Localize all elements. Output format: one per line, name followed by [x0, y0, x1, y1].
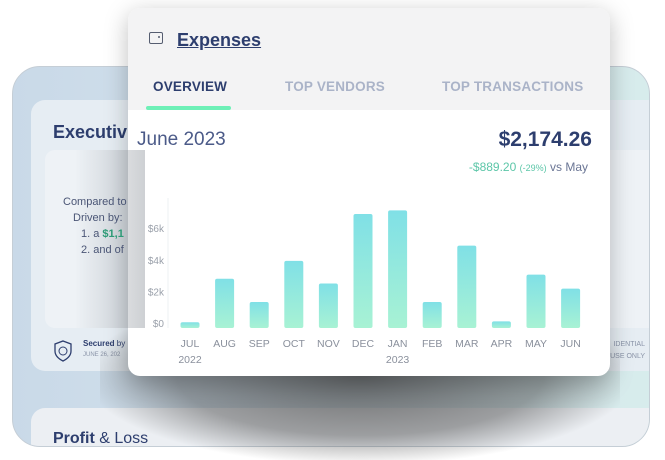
popup-header	[128, 8, 610, 110]
bar-aug[interactable]	[215, 278, 235, 328]
period-label: June 2023	[137, 129, 226, 150]
summary-line: 1. a $1,1	[63, 226, 127, 242]
x-tick-label: MAY	[525, 338, 547, 350]
bar-mar[interactable]	[457, 245, 477, 328]
summary-text: 1. a	[81, 228, 103, 240]
active-tab-indicator	[146, 106, 231, 110]
x-tick-label: JAN	[388, 338, 408, 350]
expenses-bar-chart: $0 $2k $4k $6k JUL 2022 AUG SEP OCT NOV DEC JAN 2023…	[148, 198, 581, 366]
bar-oct[interactable]	[284, 260, 304, 328]
x-tick-label: NOV	[317, 338, 340, 350]
y-tick-label: $0	[153, 319, 165, 330]
bar-feb[interactable]	[422, 301, 442, 328]
x-tick-label: AUG	[213, 338, 236, 350]
secured-date: JUNE 26, 202	[83, 352, 121, 358]
x-tick-label: OCT	[283, 338, 306, 350]
bar-apr[interactable]	[491, 321, 511, 328]
x-tick-label: JUL	[181, 338, 200, 350]
delta-comparison: vs May	[549, 160, 588, 174]
tab-overview[interactable]: OVERVIEW	[153, 79, 228, 94]
y-tick-label: $2k	[148, 287, 165, 298]
x-year-label: 2022	[178, 354, 202, 366]
x-tick-label: JUN	[560, 338, 580, 350]
delta-amount: -$889.20	[468, 160, 517, 174]
x-tick-label: FEB	[422, 338, 442, 350]
total-amount: $2,174.26	[498, 128, 592, 151]
bar-jan[interactable]	[388, 210, 408, 328]
summary-line: 2. and of	[81, 244, 124, 256]
y-tick-label: $4k	[148, 256, 165, 267]
bar-jun[interactable]	[561, 288, 581, 328]
x-tick-label: MAR	[455, 338, 479, 350]
confidential-label: IDENTIAL USE ONLY	[610, 341, 645, 360]
profit-loss-title: Profit & Loss	[53, 430, 149, 447]
y-tick-label: $6k	[148, 224, 165, 235]
x-tick-label: SEP	[249, 338, 270, 350]
bar-may[interactable]	[526, 274, 546, 328]
delta-vs-previous: -$889.20 (-29%) vs May	[469, 160, 588, 174]
bar-dec[interactable]	[353, 213, 373, 328]
summary-amount: $1,1	[102, 228, 124, 240]
summary-line: Compared to	[63, 196, 127, 208]
expenses-popup: Expenses OVERVIEW TOP VENDORS TOP TRANSA…	[128, 8, 610, 376]
secured-by-label: Secured by	[83, 339, 126, 348]
x-year-label: 2023	[386, 354, 410, 366]
bar-nov[interactable]	[318, 283, 338, 329]
shield-icon	[54, 340, 72, 362]
bar-jul[interactable]	[180, 322, 200, 328]
expenses-title-link[interactable]: Expenses	[177, 30, 262, 50]
x-tick-label: APR	[491, 338, 513, 350]
overlay-fade	[75, 150, 145, 328]
executive-title: Executiv	[53, 122, 128, 142]
profit-loss-card[interactable]: Profit & Loss	[31, 408, 649, 447]
delta-percent: (-29%)	[519, 163, 547, 173]
wallet-icon	[149, 32, 163, 44]
tab-top-transactions[interactable]: TOP TRANSACTIONS	[442, 79, 584, 94]
x-tick-label: DEC	[352, 338, 375, 350]
bar-sep[interactable]	[249, 301, 269, 328]
executive-text: Compared to Driven by: 1. a $1,1 2. and …	[63, 194, 127, 258]
summary-line: Driven by:	[73, 212, 123, 224]
tab-top-vendors[interactable]: TOP VENDORS	[285, 79, 385, 94]
